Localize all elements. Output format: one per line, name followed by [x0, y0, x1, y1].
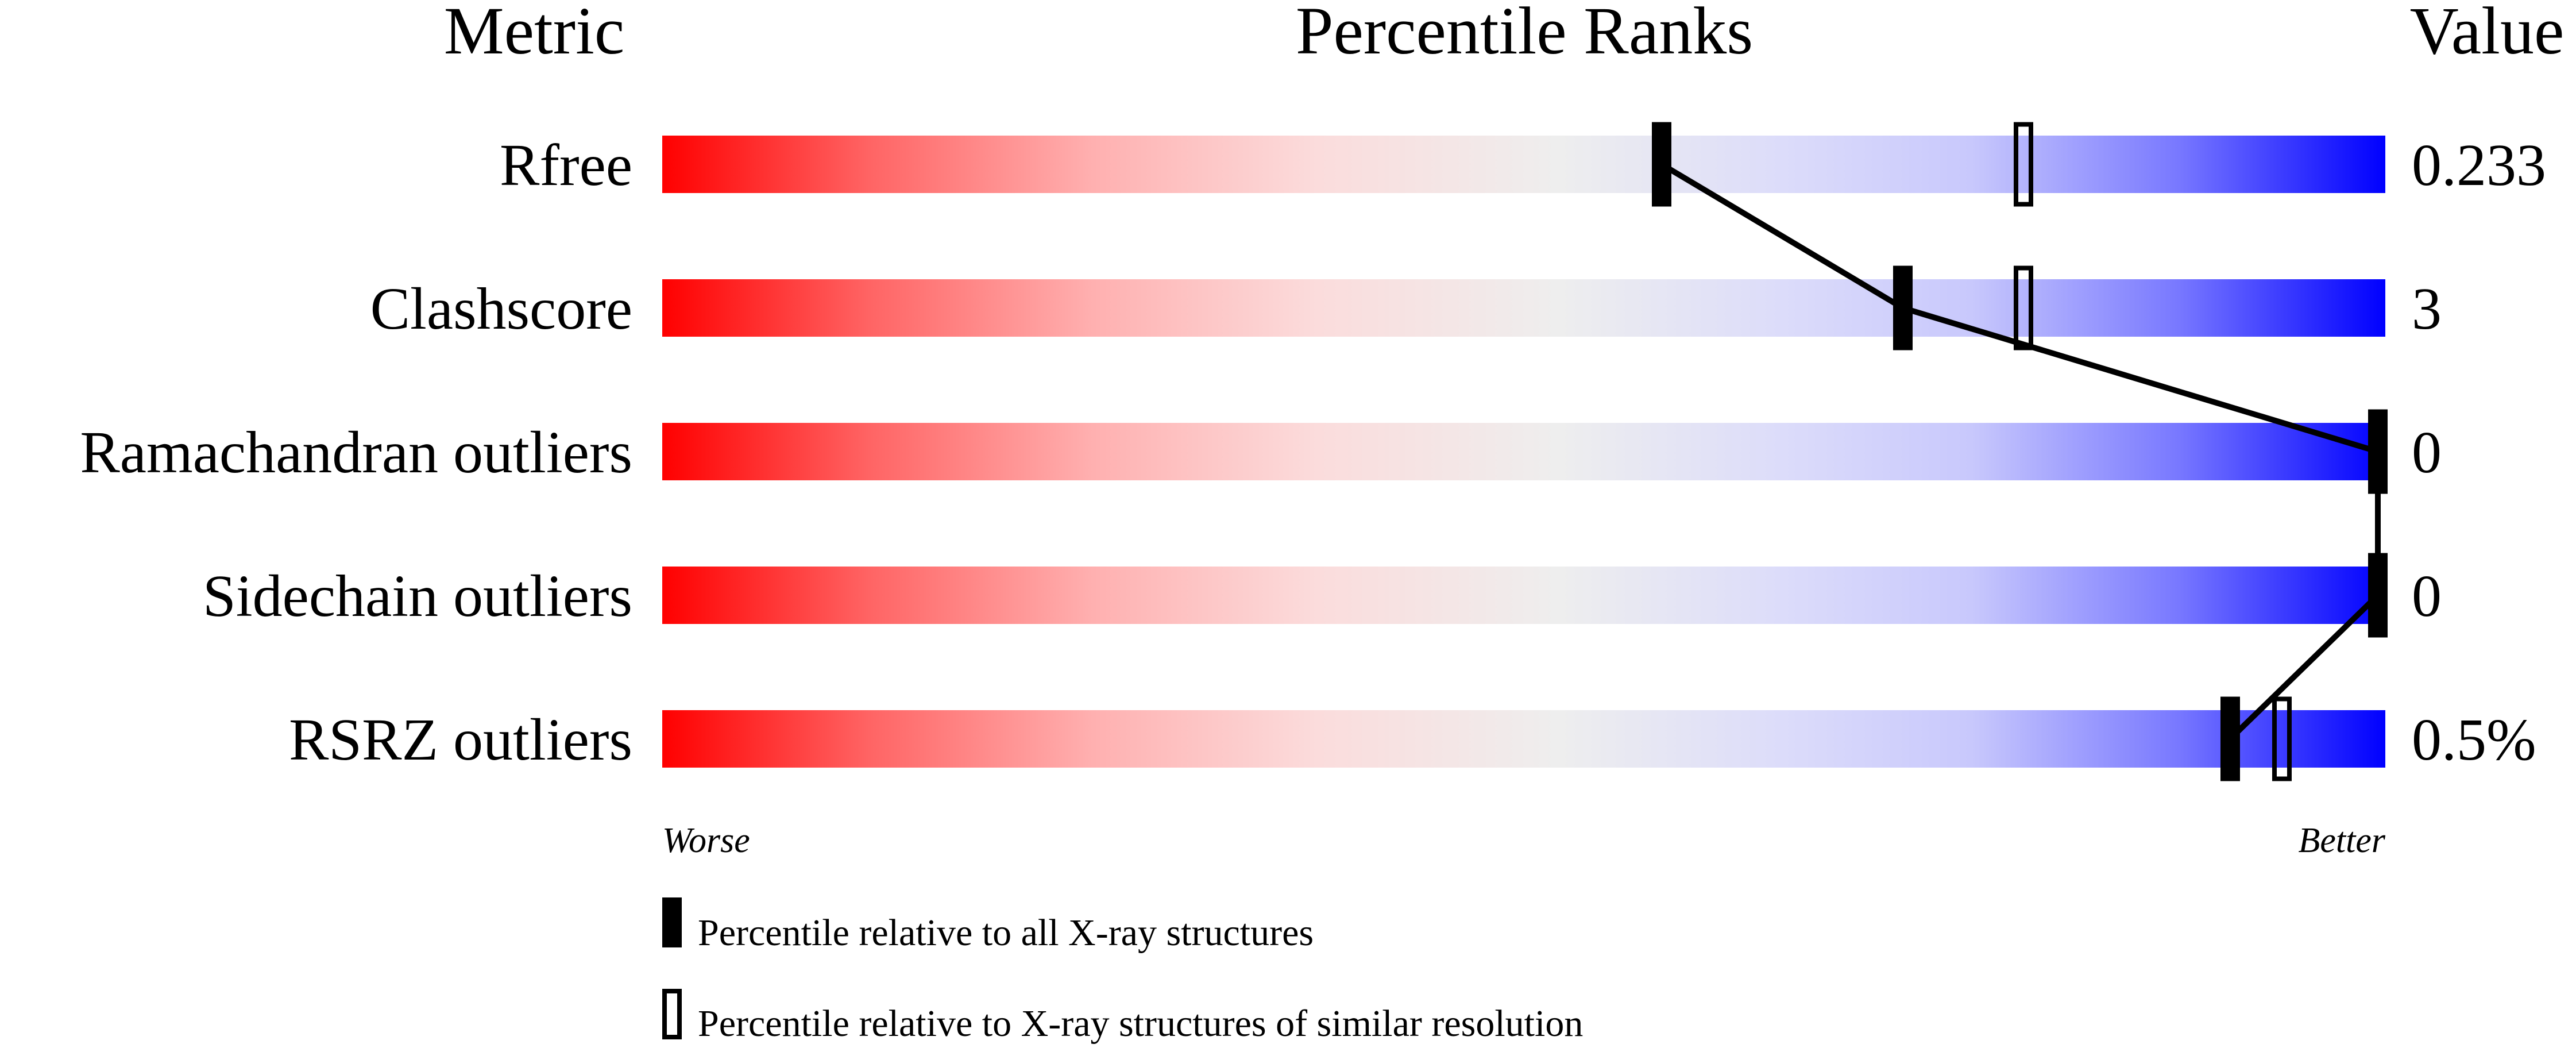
percentile-bar	[662, 567, 2385, 624]
marker-all-structures	[1893, 265, 1913, 350]
metric-label: Clashscore	[370, 276, 632, 342]
worse-label: Worse	[662, 821, 750, 860]
percentile-bar	[662, 136, 2385, 193]
header-metric: Metric	[444, 0, 625, 68]
percentile-bar	[662, 710, 2385, 768]
metric-value: 0	[2412, 419, 2442, 486]
marker-all-structures	[2368, 553, 2388, 638]
metric-value: 0	[2412, 563, 2442, 629]
marker-all-structures	[1652, 122, 1671, 207]
metric-value: 3	[2412, 276, 2442, 342]
marker-similar-resolution	[2272, 696, 2292, 781]
legend-open-marker	[662, 989, 682, 1039]
marker-all-structures	[2368, 409, 2388, 494]
header-value: Value	[2410, 0, 2565, 68]
metric-label: RSRZ outliers	[289, 707, 632, 773]
percentile-bar	[662, 279, 2385, 337]
legend-all-label: Percentile relative to all X-ray structu…	[698, 912, 1314, 954]
better-label: Better	[2299, 821, 2386, 860]
metric-label: Sidechain outliers	[203, 563, 632, 629]
marker-similar-resolution	[2014, 122, 2033, 207]
legend-solid-marker	[662, 897, 682, 947]
metric-label: Rfree	[500, 132, 632, 198]
legend-similar-label: Percentile relative to X-ray structures …	[698, 1003, 1583, 1045]
metric-label: Ramachandran outliers	[80, 419, 632, 486]
marker-similar-resolution	[2014, 265, 2033, 350]
metric-value: 0.233	[2412, 132, 2546, 198]
percentile-bar	[662, 423, 2385, 480]
header-percentile-ranks: Percentile Ranks	[1296, 0, 1753, 68]
marker-all-structures	[2220, 696, 2240, 781]
metric-value: 0.5%	[2412, 707, 2536, 773]
